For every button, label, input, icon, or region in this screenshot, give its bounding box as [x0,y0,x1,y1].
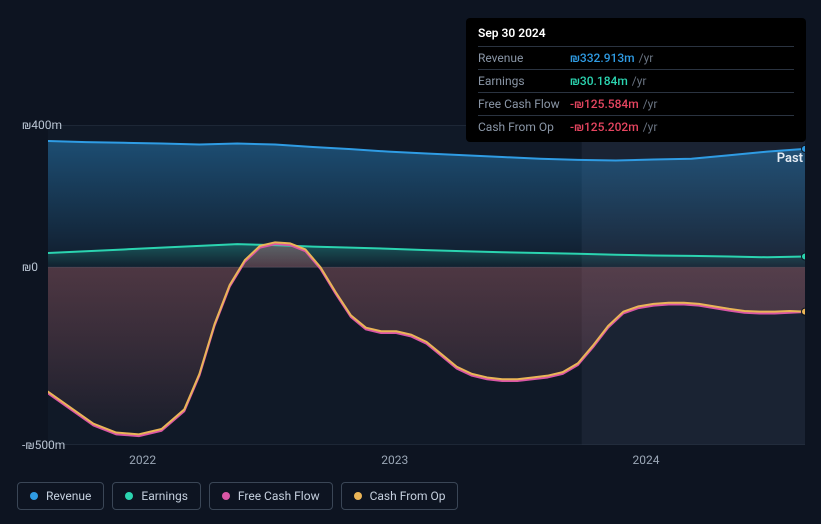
legend-item[interactable]: Revenue [17,482,104,510]
tooltip-row-value: -₪125.584m [570,97,639,111]
legend-label: Revenue [46,489,91,503]
tooltip-row-value: ₪332.913m [570,51,635,65]
tooltip-date: Sep 30 2024 [478,26,794,46]
x-axis: 2022 2023 2024 [17,453,805,473]
tooltip-row-value: ₪30.184m [570,74,628,88]
tooltip-row-label: Free Cash Flow [478,97,570,111]
legend-item[interactable]: Cash From Op [341,482,459,510]
y-axis-label: -₪500m [22,438,65,452]
tooltip-row-suffix: /yr [632,74,647,88]
x-axis-label: 2023 [381,453,408,467]
past-label: Past [777,151,803,166]
legend-label: Earnings [141,489,188,503]
tooltip-row-label: Earnings [478,74,570,88]
x-axis-label: 2022 [129,453,156,467]
tooltip-row-suffix: /yr [639,51,654,65]
y-axis-label: ₪400m [22,118,62,132]
y-axis-label: ₪0 [22,260,38,274]
tooltip-row: Earnings₪30.184m/yr [478,69,794,92]
data-tooltip: Sep 30 2024 Revenue₪332.913m/yrEarnings₪… [466,18,806,142]
legend-swatch-icon [30,492,38,500]
legend: Revenue Earnings Free Cash Flow Cash From O… [17,482,458,510]
tooltip-row-value: -₪125.202m [570,120,639,134]
legend-label: Free Cash Flow [238,489,320,503]
legend-item[interactable]: Free Cash Flow [209,482,333,510]
x-axis-label: 2024 [633,453,660,467]
legend-swatch-icon [125,492,133,500]
legend-swatch-icon [354,492,362,500]
chart-area [17,125,805,470]
tooltip-row-suffix: /yr [643,97,658,111]
chart-svg [48,125,805,445]
tooltip-row-label: Revenue [478,51,570,65]
tooltip-row: Free Cash Flow-₪125.584m/yr [478,92,794,115]
legend-item[interactable]: Earnings [112,482,201,510]
tooltip-row: Revenue₪332.913m/yr [478,46,794,69]
tooltip-row-label: Cash From Op [478,120,570,134]
tooltip-row-suffix: /yr [643,120,658,134]
legend-swatch-icon [222,492,230,500]
legend-label: Cash From Op [370,489,446,503]
tooltip-row: Cash From Op-₪125.202m/yr [478,115,794,138]
